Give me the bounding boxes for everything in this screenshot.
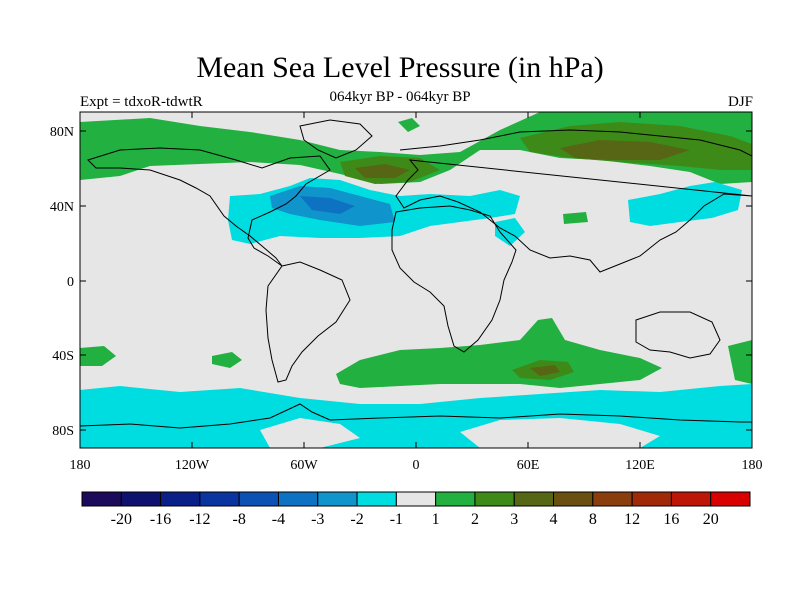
antarctic-neutral-patch-2 xyxy=(460,418,660,448)
colorbar-label: 8 xyxy=(589,511,597,528)
lat-tick-label: 80S xyxy=(52,424,74,439)
colorbar-label: -16 xyxy=(150,511,171,528)
colorbar-swatch xyxy=(670,491,712,507)
colorbar-label: 3 xyxy=(510,511,518,528)
lon-tick-label: 0 xyxy=(413,458,420,473)
atlantic-blue-core xyxy=(300,196,355,214)
south-indian-olive-core xyxy=(530,365,560,376)
colorbar-label: 20 xyxy=(703,511,719,528)
colorbar-label: 16 xyxy=(663,511,679,528)
season-label: DJF xyxy=(727,94,753,110)
colorbar-swatch xyxy=(710,491,751,507)
colorbar-label: -2 xyxy=(350,511,363,528)
colorbar-swatch xyxy=(160,491,201,507)
colorbar: -20 -16 -12 -8 -4 -3 -2 -1 1 2 3 4 8 12 16 20 xyxy=(81,491,751,528)
colorbar-label: 2 xyxy=(471,511,479,528)
lon-tick-label: 180 xyxy=(742,458,763,473)
longitude-axis: 180 120W 60W 0 60E 120E 180 xyxy=(70,112,763,473)
colorbar-label: -12 xyxy=(189,511,210,528)
colorbar-swatch xyxy=(474,491,515,507)
colorbar-label: 12 xyxy=(624,511,640,528)
africa-coast xyxy=(391,205,517,353)
colorbar-label: 1 xyxy=(432,511,440,528)
colorbar-swatch xyxy=(120,491,162,507)
siberia-olive-core xyxy=(560,140,690,160)
atlantic-olive-core xyxy=(355,164,410,178)
lon-tick-label: 60W xyxy=(290,458,318,473)
colorbar-swatch xyxy=(356,491,397,507)
lat-tick-label: 40N xyxy=(50,200,74,215)
north-america-coast xyxy=(87,147,331,267)
pacific-cyan-region xyxy=(628,182,742,226)
colorbar-label: -3 xyxy=(311,511,324,528)
australia-coast xyxy=(635,311,721,359)
colorbar-swatch xyxy=(199,491,240,507)
middle-east-green-patch xyxy=(563,212,588,224)
new-zealand-green-region xyxy=(728,340,752,384)
colorbar-swatch xyxy=(395,491,437,507)
coastlines xyxy=(80,119,752,429)
lon-tick-label: 180 xyxy=(70,458,91,473)
colorbar-swatch xyxy=(238,491,279,507)
lon-tick-label: 60E xyxy=(517,458,540,473)
lat-tick-label: 0 xyxy=(67,275,74,290)
colorbar-swatch xyxy=(435,491,476,507)
colorbar-swatch xyxy=(317,491,358,507)
south-indian-green-region xyxy=(336,318,662,388)
page-title: Mean Sea Level Pressure (in hPa) xyxy=(196,51,604,84)
colorbar-swatch xyxy=(81,491,122,507)
colorbar-label: -20 xyxy=(111,511,132,528)
pressure-field xyxy=(80,112,752,448)
antarctic-neutral-patch-1 xyxy=(260,418,360,448)
subtitle: 064kyr BP - 064kyr BP xyxy=(329,89,471,105)
colorbar-label: -8 xyxy=(233,511,246,528)
antarctica-coast xyxy=(80,403,752,429)
colorbar-swatch xyxy=(631,491,672,507)
eurasia-coast xyxy=(395,129,752,273)
colorbar-swatch xyxy=(277,491,319,507)
lon-tick-label: 120W xyxy=(175,458,210,473)
latitude-axis: 80N 40N 0 40S 80S xyxy=(50,125,752,439)
experiment-label: Expt = tdxoR-tdwtR xyxy=(80,94,203,110)
south-pacific-green-patch xyxy=(212,352,242,368)
colorbar-label: 4 xyxy=(550,511,558,528)
colorbar-label: -1 xyxy=(390,511,403,528)
colorbar-swatch xyxy=(553,491,594,507)
colorbar-swatch xyxy=(513,491,555,507)
colorbar-swatch xyxy=(592,491,633,507)
lon-tick-label: 120E xyxy=(625,458,655,473)
lat-tick-label: 80N xyxy=(50,125,74,140)
lat-tick-label: 40S xyxy=(52,349,74,364)
colorbar-label: -4 xyxy=(272,511,285,528)
south-america-coast xyxy=(265,261,351,383)
south-atlantic-green-region xyxy=(80,346,116,366)
greenland-coast xyxy=(299,119,373,159)
green-patch-north xyxy=(398,118,420,132)
